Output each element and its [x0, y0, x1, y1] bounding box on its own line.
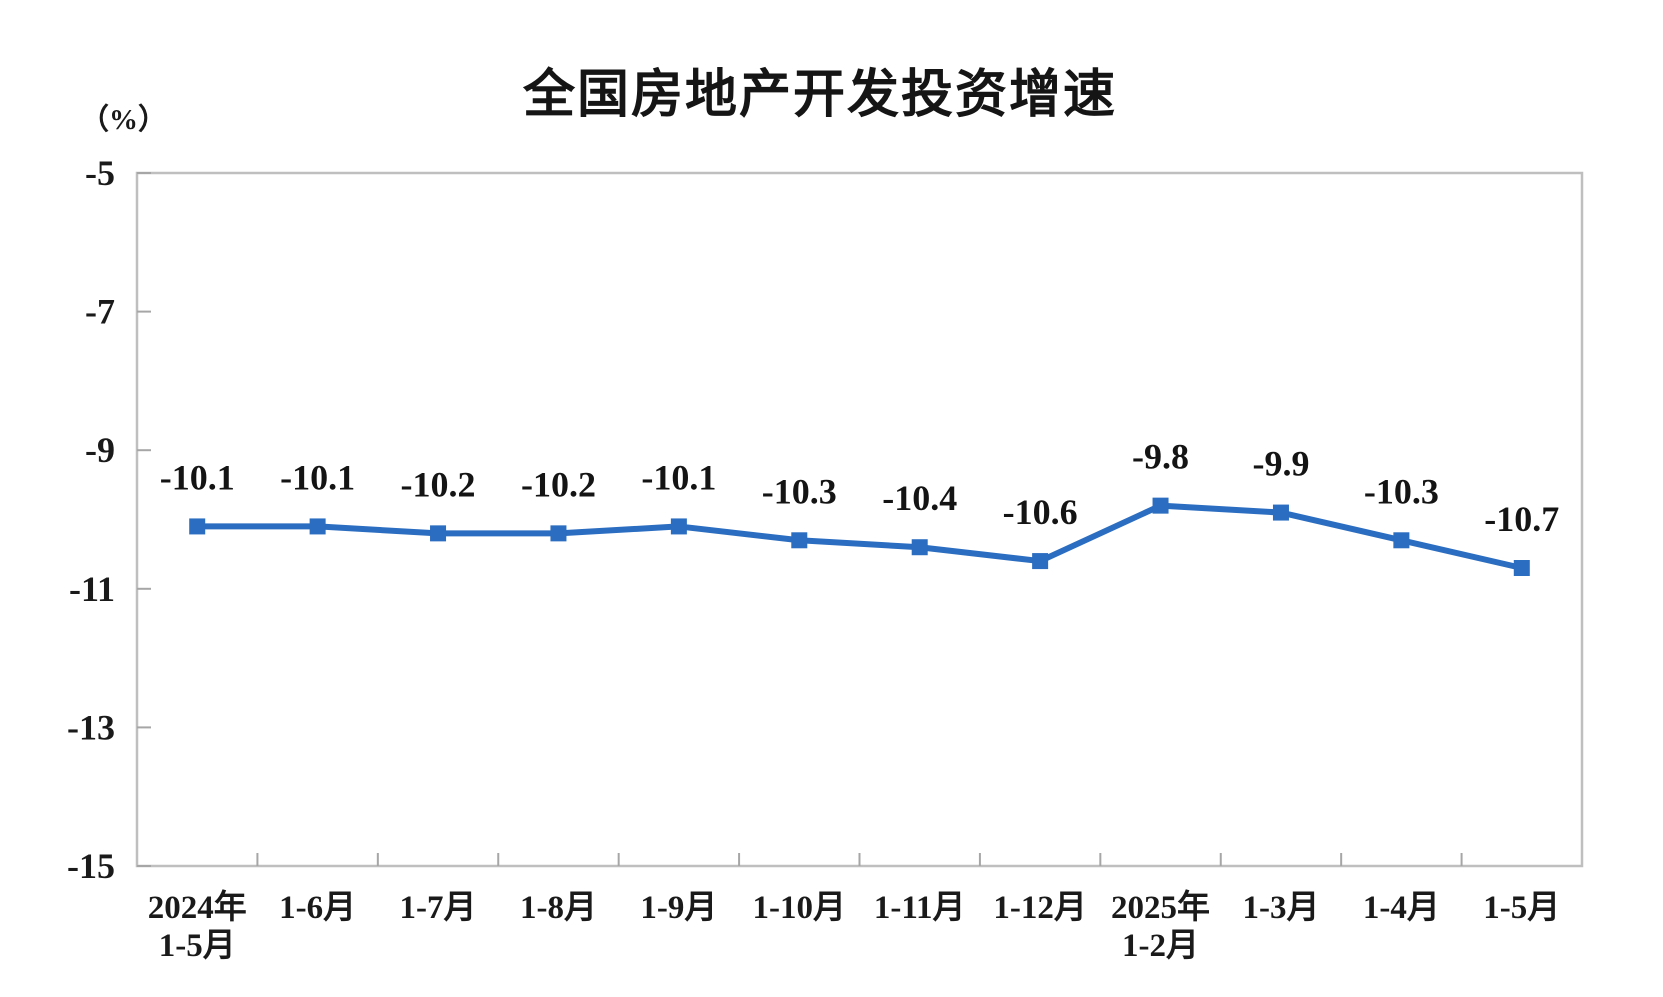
data-point-label: -9.8 [1132, 437, 1189, 477]
x-tick-label: 1-11月 [874, 890, 966, 926]
x-tick-label: 1-7月 [400, 890, 477, 926]
data-point-marker [670, 518, 687, 535]
x-tick-label: 1-2月 [1122, 928, 1199, 964]
x-tick-label: 1-5月 [1483, 890, 1560, 926]
data-point-marker [189, 518, 206, 535]
y-tick-label: -15 [67, 846, 115, 886]
data-point-marker [309, 518, 326, 535]
data-point-marker [550, 525, 567, 542]
x-tick-label: 2024年 [148, 889, 247, 926]
x-tick-label: 1-10月 [753, 890, 847, 926]
y-tick-label: -11 [69, 569, 115, 609]
chart-title: 全国房地产开发投资增速 [522, 66, 1117, 124]
x-tick-label: 1-9月 [640, 890, 717, 926]
y-tick-label: -7 [85, 292, 115, 332]
data-point-label: -10.2 [521, 464, 596, 504]
x-tick-label: 1-4月 [1363, 890, 1440, 926]
x-tick-label: 1-12月 [993, 890, 1087, 926]
data-point-label: -10.3 [762, 471, 837, 511]
data-point-label: -10.6 [1003, 492, 1078, 532]
data-point-marker [911, 539, 928, 556]
plot-area-border [135, 171, 1584, 868]
data-point-marker [430, 525, 447, 542]
x-tick-label: 2025年 [1111, 889, 1210, 926]
y-tick-label: -9 [85, 430, 115, 470]
x-tick-label: 1-5月 [159, 928, 236, 964]
data-point-marker [1272, 504, 1289, 521]
y-tick-label: -5 [85, 153, 115, 193]
series-line [194, 502, 1525, 572]
data-point-label: -10.4 [882, 478, 957, 518]
data-point-label: -10.3 [1364, 471, 1439, 511]
x-tick-label: 1-3月 [1242, 890, 1319, 926]
data-point-label: -10.1 [160, 457, 235, 497]
data-point-label: -10.7 [1484, 499, 1559, 539]
y-tick-label: -13 [67, 707, 115, 747]
data-point-label: -10.1 [280, 457, 355, 497]
data-point-marker [1032, 553, 1049, 570]
data-point-label: -10.2 [401, 464, 476, 504]
data-point-marker [1513, 560, 1530, 577]
data-point-marker [1393, 532, 1410, 549]
x-tick-label: 1-6月 [279, 890, 356, 926]
data-point-label: -10.1 [641, 457, 716, 497]
data-point-marker [1152, 497, 1169, 514]
y-axis-unit-label: （%） [80, 104, 168, 136]
data-point-marker [791, 532, 808, 549]
data-point-label: -9.9 [1252, 444, 1309, 484]
x-tick-label: 1-8月 [520, 890, 597, 926]
